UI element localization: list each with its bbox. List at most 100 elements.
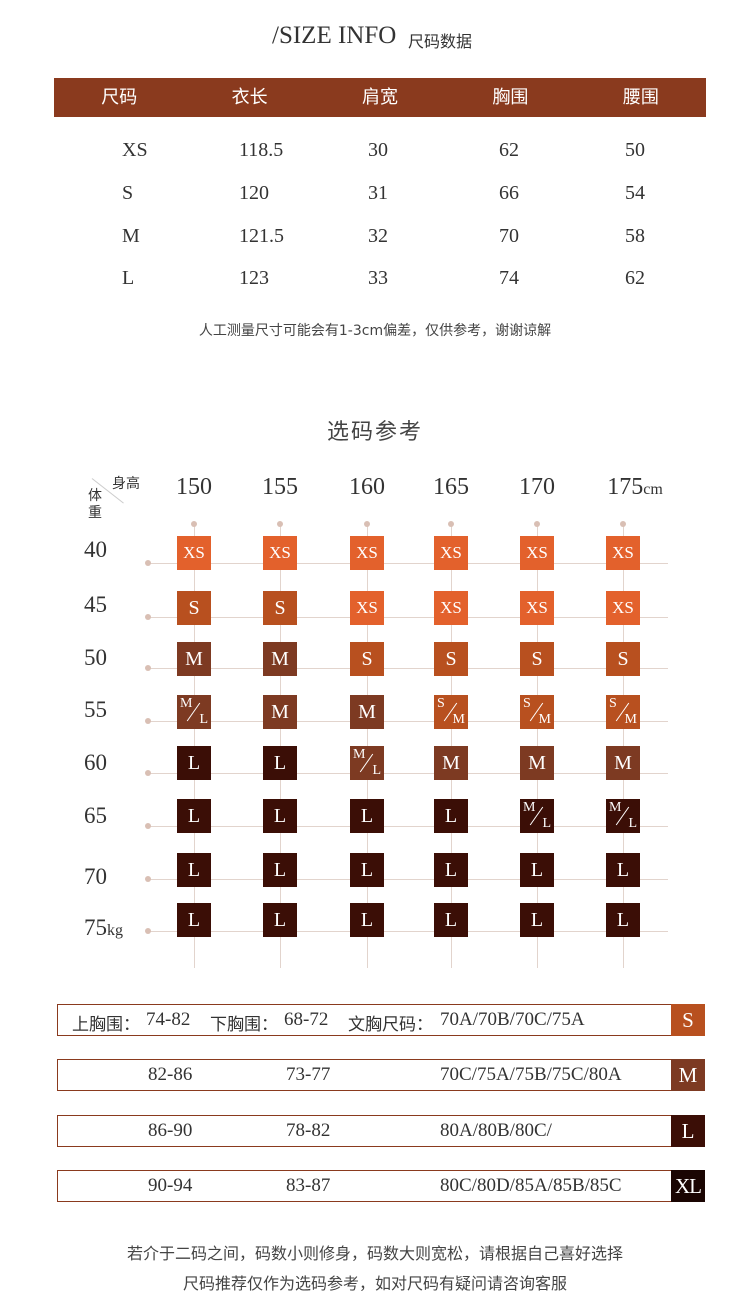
bra-row: 82-86 73-77 70C/75A/75B/75C/80A M — [57, 1059, 705, 1091]
fraction-top: M — [353, 747, 366, 762]
size-cell: XS — [263, 536, 297, 570]
size-cell-label: L — [616, 858, 630, 881]
weight-value: 65 — [84, 803, 107, 828]
table-cell: 120 — [239, 182, 269, 204]
size-cell-label: M — [271, 647, 289, 670]
size-cell: L — [263, 746, 297, 780]
weight-value: 40 — [84, 537, 107, 562]
size-cell-label: XS — [526, 598, 548, 617]
height-value: 150 — [176, 474, 212, 500]
size-cell-label: L — [360, 908, 374, 931]
size-cell: XS — [350, 591, 384, 625]
weight-value: 60 — [84, 750, 107, 775]
weight-label: 40 — [84, 537, 107, 563]
grid-top-dot — [364, 521, 370, 527]
lower-bust-value: 78-82 — [286, 1120, 331, 1141]
grid-row-dot — [145, 876, 151, 882]
grid-top-dot — [277, 521, 283, 527]
grid-top-dot — [448, 521, 454, 527]
cup-size-value: 70A/70B/70C/75A — [440, 1009, 585, 1030]
size-cell-label: L — [530, 858, 544, 881]
table-cell: 118.5 — [239, 139, 284, 161]
grid-horizontal-line — [148, 668, 668, 669]
size-cell-label: XS — [612, 543, 634, 562]
size-cell: L — [434, 853, 468, 887]
grid-top-dot — [620, 521, 626, 527]
height-label: 165 — [433, 474, 469, 501]
size-cell: S — [263, 591, 297, 625]
fraction-top: S — [523, 696, 531, 711]
size-cell-label: S — [274, 596, 286, 619]
size-cell-label: XS — [183, 543, 205, 562]
size-cell-label: S — [445, 647, 457, 670]
size-cell: XS — [177, 536, 211, 570]
height-label: 155 — [262, 474, 298, 501]
size-table-header: 尺码 衣长 肩宽 胸围 腰围 — [54, 78, 706, 117]
weight-label: 60 — [84, 750, 107, 776]
table-cell: 66 — [499, 182, 519, 204]
size-cell: XS — [434, 591, 468, 625]
bra-row: 上胸围： 下胸围： 文胸尺码： 74-82 68-72 70A/70B/70C/75A S — [57, 1004, 705, 1036]
grid-horizontal-line — [148, 721, 668, 722]
size-cell: M — [263, 695, 297, 729]
size-cell: M — [177, 642, 211, 676]
size-cell-label: M — [528, 751, 546, 774]
fraction-bottom: L — [628, 816, 637, 831]
table-cell: 50 — [625, 139, 645, 161]
table-cell: 62 — [625, 267, 645, 289]
size-cell-label: M — [271, 700, 289, 723]
size-cell: XS — [520, 591, 554, 625]
size-cell-label: L — [360, 858, 374, 881]
size-cell-label: XS — [440, 598, 462, 617]
fraction-top: M — [180, 696, 193, 711]
upper-bust-value: 90-94 — [148, 1175, 193, 1196]
size-cell-label: M — [185, 647, 203, 670]
cup-size-value: 70C/75A/75B/75C/80A — [440, 1064, 622, 1085]
weight-value: 70 — [84, 864, 107, 889]
fraction-bottom: L — [542, 816, 551, 831]
size-cell-label: L — [444, 804, 458, 827]
weight-label: 45 — [84, 592, 107, 618]
fraction-bottom: M — [624, 712, 637, 727]
height-label: 175cm — [607, 474, 663, 501]
height-label: 170 — [519, 474, 555, 501]
size-cell-label: L — [360, 804, 374, 827]
weight-label: 75kg — [84, 915, 123, 941]
size-cell: L — [263, 903, 297, 937]
size-cell: L — [350, 903, 384, 937]
cup-size-value: 80A/80B/80C/ — [440, 1120, 552, 1141]
footer-note-1: 若介于二码之间，码数小则修身，码数大则宽松，请根据自己喜好选择 — [126, 1244, 623, 1263]
table-row: L 123 33 74 62 — [54, 267, 706, 297]
weight-label: 65 — [84, 803, 107, 829]
weight-value: 45 — [84, 592, 107, 617]
size-cell-label: XS — [526, 543, 548, 562]
fraction-top: S — [437, 696, 445, 711]
size-cell: L — [434, 799, 468, 833]
table-row: M 121.5 32 70 58 — [54, 225, 706, 255]
size-cell-label: XS — [440, 543, 462, 562]
bra-row: 90-94 83-87 80C/80D/85A/85B/85C XL — [57, 1170, 705, 1202]
table-cell: 74 — [499, 267, 519, 289]
size-cell: XS — [350, 536, 384, 570]
weight-label: 55 — [84, 697, 107, 723]
table-cell: M — [122, 225, 140, 247]
lower-bust-value: 83-87 — [286, 1175, 331, 1196]
footer-note-2: 尺码推荐仅作为选码参考，如对尺码有疑问请咨询客服 — [182, 1274, 567, 1293]
table-cell: 33 — [368, 267, 388, 289]
size-cell: L — [177, 853, 211, 887]
label-upper-bust: 上胸围： — [72, 1015, 140, 1035]
grid-top-dot — [534, 521, 540, 527]
size-cell: XS — [606, 536, 640, 570]
size-cell: L — [606, 903, 640, 937]
weight-value: 50 — [84, 645, 107, 670]
upper-bust-value: 82-86 — [148, 1064, 193, 1085]
upper-bust-value: 74-82 — [146, 1009, 191, 1030]
table-cell: 123 — [239, 267, 269, 289]
table-cell: XS — [122, 139, 148, 161]
